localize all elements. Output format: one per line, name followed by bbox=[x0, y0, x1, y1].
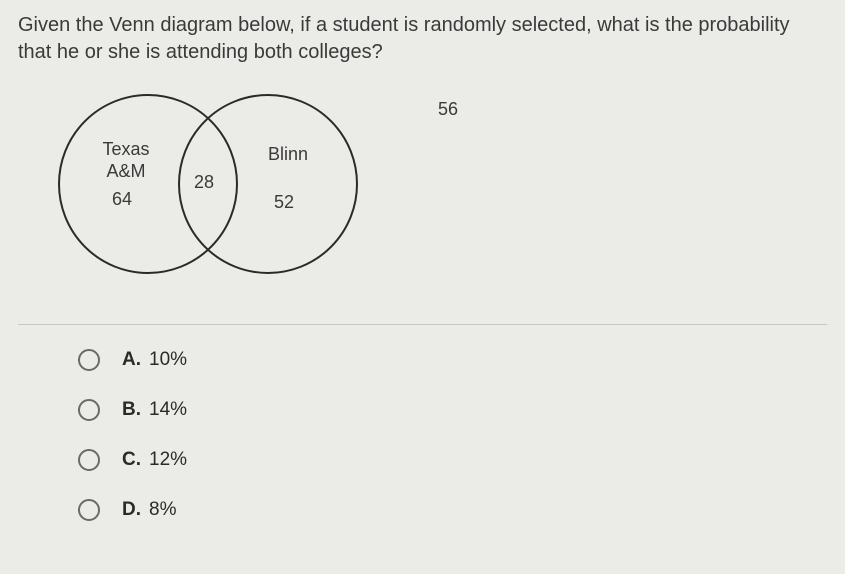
radio-c[interactable] bbox=[78, 449, 100, 471]
option-letter-b: B. bbox=[122, 399, 141, 421]
question-text: Given the Venn diagram below, if a stude… bbox=[18, 12, 827, 66]
option-d[interactable]: D. 8% bbox=[78, 499, 827, 521]
option-b[interactable]: B. 14% bbox=[78, 399, 827, 421]
option-letter-d: D. bbox=[122, 499, 141, 521]
venn-outside-value: 56 bbox=[438, 99, 458, 121]
option-text-c: 12% bbox=[149, 449, 187, 471]
venn-intersection-value: 28 bbox=[194, 172, 214, 194]
option-text-a: 10% bbox=[149, 349, 187, 371]
venn-right-value: 52 bbox=[274, 192, 294, 214]
venn-container: Texas A&M 64 28 Blinn 52 56 bbox=[58, 94, 458, 294]
option-a[interactable]: A. 10% bbox=[78, 349, 827, 371]
option-text-d: 8% bbox=[149, 499, 176, 521]
venn-left-label-line2: A&M bbox=[106, 161, 145, 181]
venn-right-label: Blinn bbox=[268, 144, 308, 166]
option-letter-a: A. bbox=[122, 349, 141, 371]
radio-b[interactable] bbox=[78, 399, 100, 421]
answer-options: A. 10% B. 14% C. 12% D. 8% bbox=[78, 349, 827, 521]
venn-diagram: Texas A&M 64 28 Blinn 52 56 bbox=[58, 94, 827, 314]
content-divider bbox=[18, 324, 827, 325]
radio-a[interactable] bbox=[78, 349, 100, 371]
option-letter-c: C. bbox=[122, 449, 141, 471]
venn-left-value: 64 bbox=[112, 189, 132, 211]
option-c[interactable]: C. 12% bbox=[78, 449, 827, 471]
venn-left-label-line1: Texas bbox=[102, 139, 149, 159]
radio-d[interactable] bbox=[78, 499, 100, 521]
option-text-b: 14% bbox=[149, 399, 187, 421]
venn-left-label: Texas A&M bbox=[86, 139, 166, 182]
